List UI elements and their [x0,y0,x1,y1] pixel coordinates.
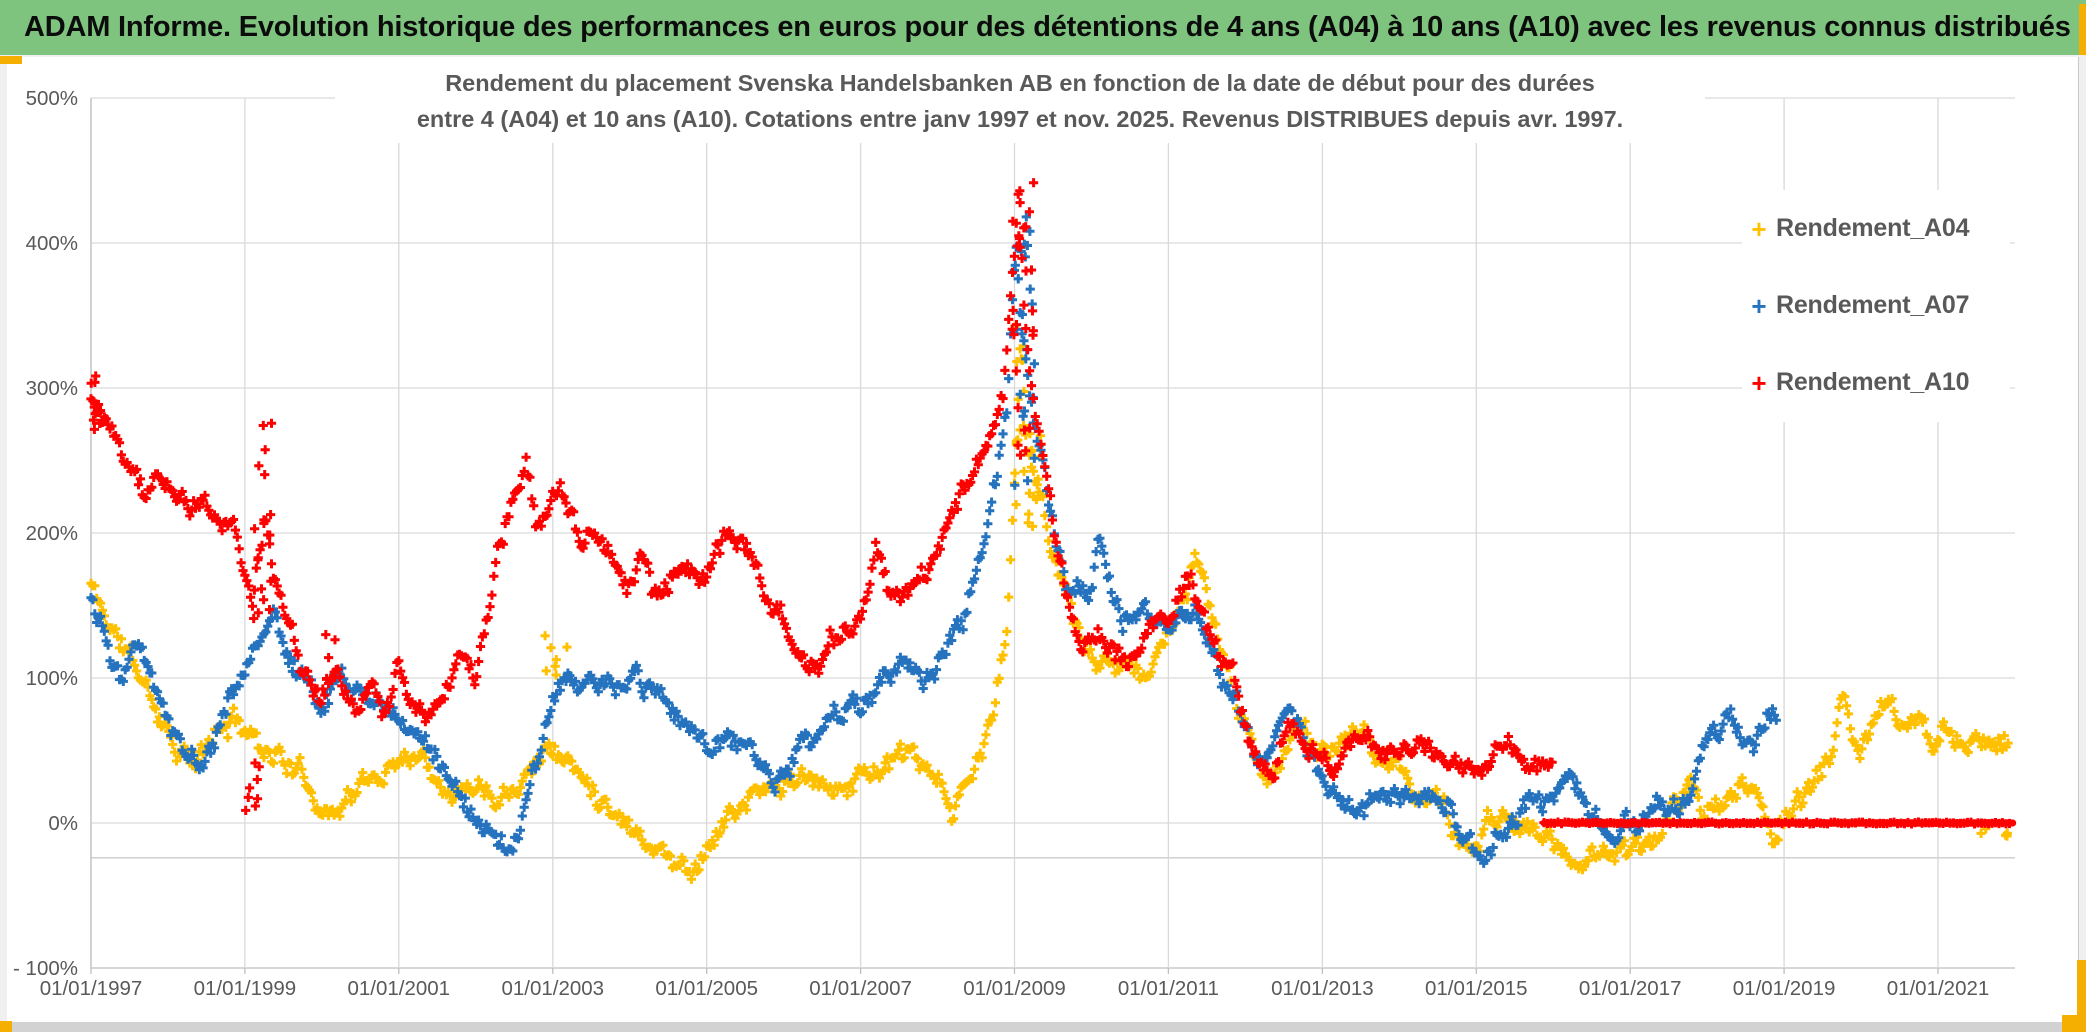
series-Rendement_A04[interactable] [86,321,2013,884]
legend-item-rendement-a10[interactable]: + Rendement_A10 [1742,344,2010,421]
series-Rendement_A10[interactable] [86,178,1557,815]
x-axis-label: 01/01/2007 [809,977,912,1000]
y-axis-label: 100% [26,667,78,690]
legend-item-rendement-a07[interactable]: + Rendement_A07 [1742,267,2010,344]
y-axis-label: 200% [26,522,78,545]
yellow-edge-accent [2062,1015,2086,1032]
chart-legend: + Rendement_A04 + Rendement_A07 + Rendem… [1742,190,2010,422]
plus-marker-icon: + [1751,367,1767,398]
x-axis-label: 01/01/2017 [1579,977,1682,1000]
y-axis-label: 0% [48,812,78,835]
yellow-edge-accent [0,56,22,64]
chart-title: Rendement du placement Svenska Handelsba… [335,57,1705,143]
window-bottom-shadow [0,1022,2086,1032]
y-axis-label: 400% [26,232,78,255]
y-axis-label: 500% [26,87,78,110]
y-axis-label: 300% [26,377,78,400]
x-axis-label: 01/01/2003 [501,977,604,1000]
legend-label: Rendement_A10 [1776,368,1970,396]
plus-marker-icon: + [1751,213,1767,244]
yellow-edge-accent [0,1021,12,1032]
chart-card [7,57,2079,1022]
x-axis-label: 01/01/2021 [1887,977,1990,1000]
legend-label: Rendement_A04 [1776,214,1970,242]
x-axis-label: 01/01/2001 [347,977,450,1000]
x-axis-label: 01/01/2011 [1118,977,1219,1000]
x-axis-label: 01/01/1997 [40,977,143,1000]
y-axis-label: - 100% [13,957,78,980]
chart-title-line1: Rendement du placement Svenska Handelsba… [445,70,1595,96]
zero-return-markers [1539,817,2015,829]
plus-marker-icon: + [1751,290,1767,321]
header-banner: ADAM Informe. Evolution historique des p… [0,0,2086,55]
x-axis-label: 01/01/2013 [1271,977,1374,1000]
legend-label: Rendement_A07 [1776,291,1970,319]
x-axis-label: 01/01/1999 [194,977,297,1000]
header-banner-text: ADAM Informe. Evolution historique des p… [24,11,2071,43]
x-axis-label: 01/01/2015 [1425,977,1528,1000]
chart-title-line2: entre 4 (A04) et 10 ans (A10). Cotations… [416,106,1624,132]
x-axis-label: 01/01/2005 [655,977,758,1000]
legend-item-rendement-a04[interactable]: + Rendement_A04 [1742,190,2010,267]
yellow-edge-accent [2079,4,2086,55]
x-axis-label: 01/01/2009 [963,977,1066,1000]
series-Rendement_A07[interactable] [86,212,1781,868]
yellow-edge-accent [2077,960,2086,1032]
x-axis-label: 01/01/2019 [1733,977,1836,1000]
